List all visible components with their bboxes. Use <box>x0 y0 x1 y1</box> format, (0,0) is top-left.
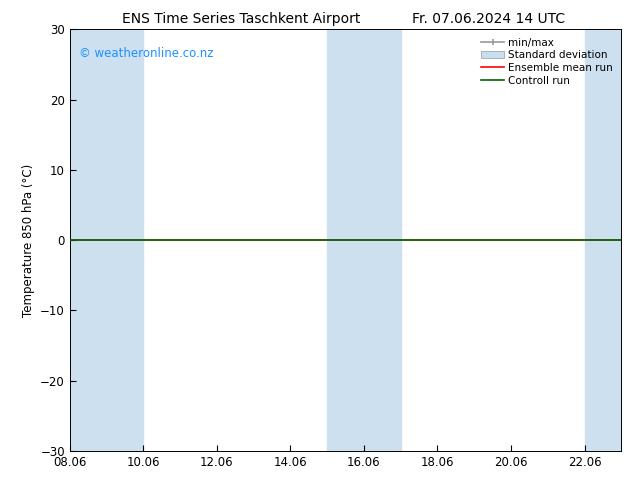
Text: ENS Time Series Taschkent Airport: ENS Time Series Taschkent Airport <box>122 12 360 26</box>
Bar <box>585 29 621 451</box>
Legend: min/max, Standard deviation, Ensemble mean run, Controll run: min/max, Standard deviation, Ensemble me… <box>478 35 616 89</box>
Bar <box>107 29 143 451</box>
Bar <box>70 29 107 451</box>
Bar <box>327 29 364 451</box>
Y-axis label: Temperature 850 hPa (°C): Temperature 850 hPa (°C) <box>22 164 35 317</box>
Text: © weatheronline.co.nz: © weatheronline.co.nz <box>79 47 213 60</box>
Bar <box>364 29 401 451</box>
Text: Fr. 07.06.2024 14 UTC: Fr. 07.06.2024 14 UTC <box>411 12 565 26</box>
